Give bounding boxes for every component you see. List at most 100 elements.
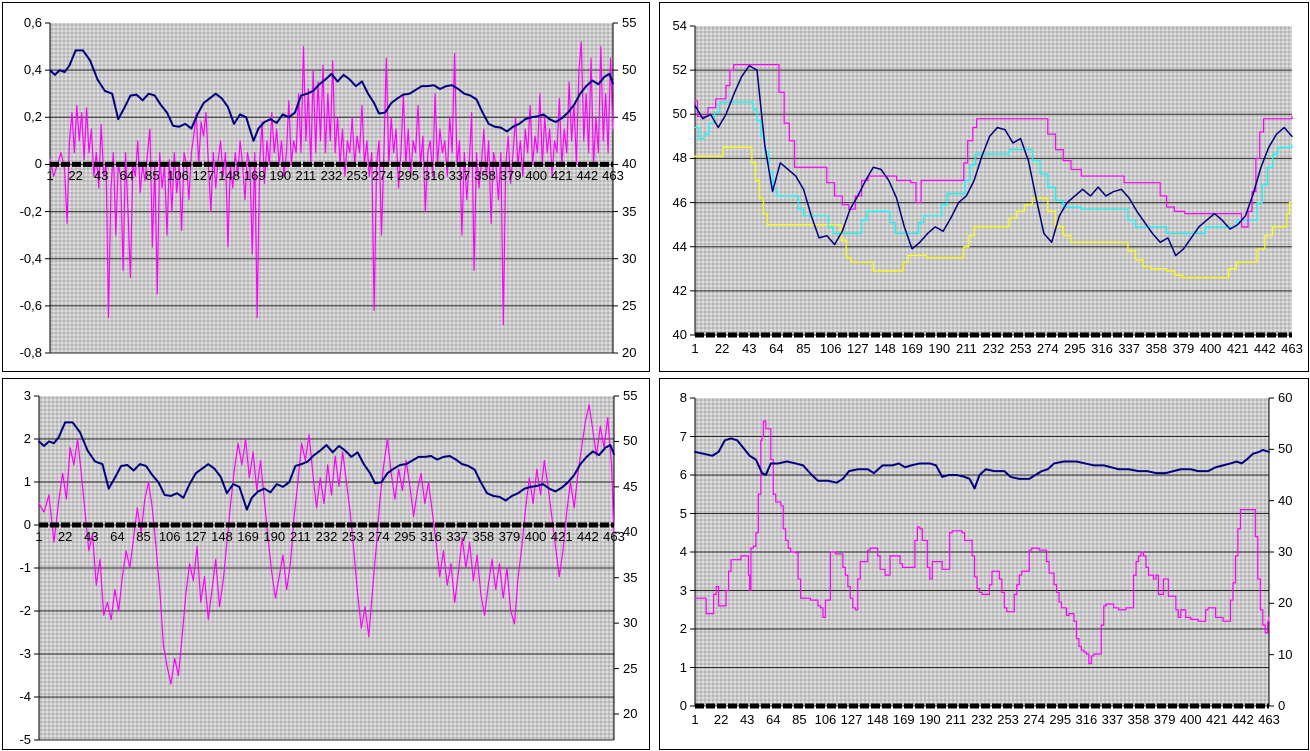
y-axis-left-tick-label: 0 [34, 156, 42, 172]
x-axis-tick-label: 1 [35, 529, 43, 544]
chart-top-left: 0,6 0,4 0,2 0 -0,2 -0,4 -0,6 -0,8 55 50 45 40 35 30 25… [2, 2, 650, 372]
x-axis-tick-label: 1 [691, 341, 699, 356]
chart-bottom-right: 8 7 6 5 4 3 2 1 0 60 50 40 30 20 10 0 1 22 43 64 85 106 127 148… [659, 378, 1309, 750]
x-axis-tick-label: 463 [1281, 341, 1303, 356]
x-axis-tick-label: 253 [346, 168, 368, 184]
x-axis-tick-label: 106 [819, 341, 842, 356]
y-axis-right-tick-label: 30 [622, 250, 637, 266]
series-navy-price [694, 64, 1293, 257]
x-axis-tick-label: 232 [971, 712, 993, 727]
x-axis-tick-label: 211 [955, 341, 977, 356]
x-axis-tick-label: 43 [84, 529, 99, 544]
x-axis-tick-label: 211 [295, 168, 317, 184]
x-axis-tick-label: 169 [892, 712, 915, 727]
x-axis-tick-label: 421 [1205, 712, 1228, 727]
x-axis-tick-label: 1 [46, 168, 54, 184]
y-axis-left-tick-label: 50 [672, 106, 687, 122]
x-axis-tick-label: 85 [145, 168, 160, 184]
y-axis-left-tick-label: -3 [19, 646, 31, 661]
x-axis-tick-label: 295 [1049, 712, 1072, 727]
y-axis-left-tick-label: 42 [672, 282, 687, 298]
x-axis-tick-label: 274 [371, 168, 394, 184]
y-axis-right-tick-label: 50 [622, 62, 637, 78]
x-axis-tick-label: 22 [714, 341, 730, 356]
y-axis-left-tick-label: 3 [23, 388, 31, 403]
series-navy-price [38, 421, 615, 511]
x-axis-tick-label: 400 [525, 168, 548, 184]
x-axis-tick-label: 337 [446, 529, 469, 544]
x-axis-tick-label: 337 [1118, 341, 1141, 356]
y-axis-left-tick-label: 2 [23, 431, 31, 446]
x-axis-tick-label: 22 [713, 712, 729, 727]
x-axis-tick-label: 463 [1258, 712, 1280, 727]
x-axis-tick-label: 316 [420, 529, 442, 544]
x-axis-tick-label: 232 [320, 168, 343, 184]
x-axis-tick-label: 442 [1254, 341, 1276, 356]
x-axis-tick-label: 148 [218, 168, 240, 184]
x-axis-tick-label: 274 [367, 529, 390, 544]
x-axis-tick-label: 463 [602, 168, 624, 184]
y-axis-right-tick-label: 45 [623, 478, 638, 494]
y-axis-left-tick-label: -0,8 [19, 345, 42, 360]
x-axis-tick-label: 253 [1009, 341, 1032, 356]
y-axis-right-tick-label: 30 [623, 615, 638, 631]
x-axis-tick-label: 400 [524, 529, 547, 544]
x-axis-tick-label: 211 [945, 712, 967, 727]
x-axis-tick-label: 316 [1075, 712, 1098, 727]
x-axis-tick-label: 358 [1145, 341, 1168, 356]
series-magenta-oscillator [38, 404, 615, 685]
axis-lines [690, 25, 696, 336]
x-axis-tick-label: 400 [1179, 712, 1202, 727]
y-axis-left-tick-label: -1 [19, 560, 31, 575]
series-group [38, 404, 615, 685]
x-axis-tick-label: 211 [289, 529, 311, 544]
plot-canvas [45, 22, 618, 354]
x-axis-tick-label: 190 [918, 712, 941, 727]
y-axis-right-tick-label: 25 [622, 297, 637, 313]
y-axis-left-tick-label: 40 [672, 327, 687, 342]
y-axis-left-tick-label: 1 [23, 474, 31, 489]
x-axis-tick-label: 127 [192, 168, 215, 184]
x-axis-tick-label: 442 [577, 529, 599, 544]
y-axis-left-tick-label: 8 [679, 390, 687, 405]
x-axis-tick-label: 64 [766, 712, 781, 727]
y-axis-left-tick-label: 7 [679, 428, 687, 444]
x-axis-tick-label: 106 [814, 712, 837, 727]
x-axis-tick-label: 169 [243, 168, 266, 184]
y-axis-left-tick-label: 0,2 [23, 109, 42, 125]
y-axis-left-tick-label: 0 [23, 517, 31, 532]
x-axis-tick-label: 295 [1064, 341, 1086, 356]
gridlines [39, 438, 614, 741]
y-axis-right-tick-label: 20 [622, 345, 637, 360]
x-axis-tick-label: 421 [550, 529, 573, 544]
series-magenta-upper-band [694, 64, 1293, 228]
y-axis-right-tick-label: 50 [623, 433, 638, 449]
x-axis-tick-label: 190 [269, 168, 292, 184]
y-axis-left-tick-label: 44 [672, 238, 687, 254]
series-group [49, 41, 614, 326]
plot-area [50, 23, 613, 353]
series-navy-price [49, 49, 614, 142]
y-axis-left-tick-label: 0 [679, 698, 687, 713]
x-axis-tick-label: 316 [1091, 341, 1113, 356]
y-axis-right-tick-label: 30 [1278, 544, 1293, 559]
x-axis-tick-label: 337 [448, 168, 471, 184]
y-axis-right-tick-label: 60 [1278, 390, 1293, 405]
x-axis-tick-label: 22 [57, 529, 73, 544]
plot-canvas [690, 397, 1274, 709]
x-axis-tick-label: 379 [1153, 712, 1176, 727]
x-axis-tick-label: 43 [93, 168, 109, 184]
x-axis-tick-label: 379 [1172, 341, 1195, 356]
x-axis-tick-label: 127 [840, 712, 863, 727]
x-axis-tick-label: 106 [158, 529, 181, 544]
y-axis-right-tick-label: 20 [1278, 595, 1293, 611]
plot-canvas [34, 395, 619, 741]
y-axis-left-tick-label: 5 [679, 505, 687, 521]
y-axis-left-tick-label: 0,4 [23, 62, 42, 78]
x-axis-tick-label: 127 [846, 341, 869, 356]
x-axis-tick-label: 379 [499, 168, 522, 184]
x-axis-tick-label: 379 [498, 529, 521, 544]
y-axis-left-tick-label: 54 [672, 18, 687, 33]
x-axis-tick-label: 43 [742, 341, 757, 356]
x-axis-tick-label: 106 [167, 168, 189, 184]
